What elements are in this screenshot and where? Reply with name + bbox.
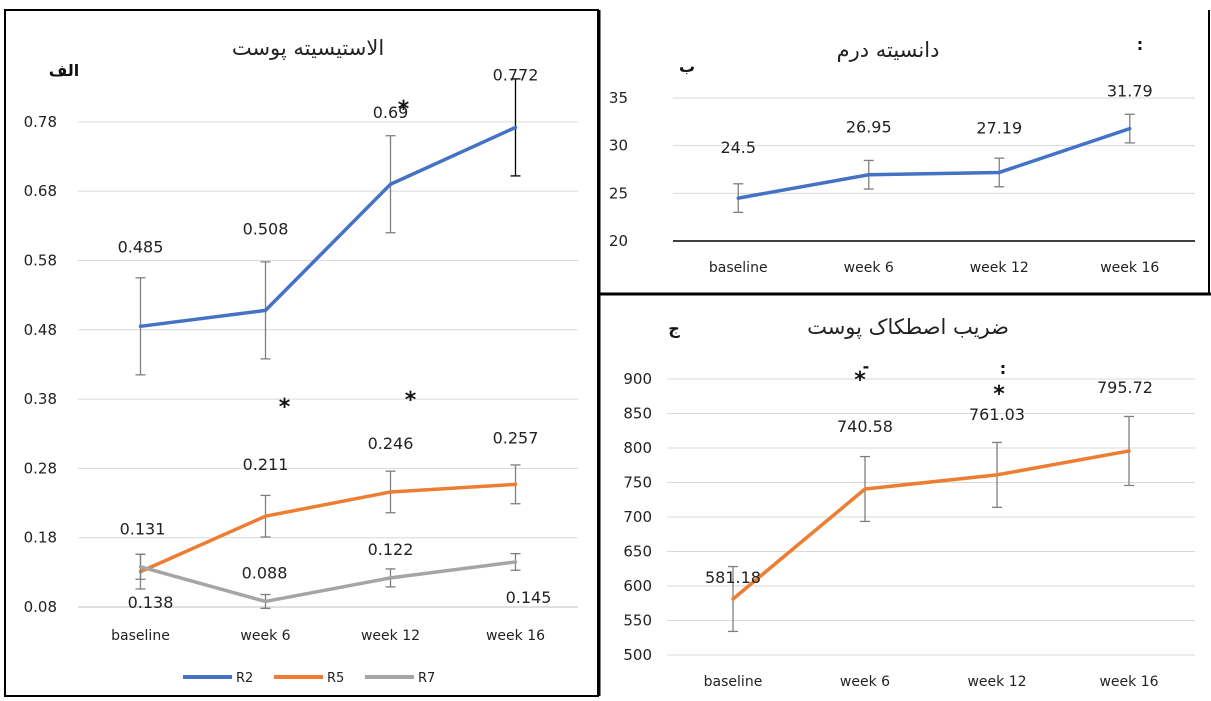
panel-a-title: الاستیسیته پوست — [232, 36, 384, 60]
panel-a-label: الف — [49, 61, 80, 80]
panel-a-data-label: 0.69 — [373, 103, 409, 122]
panel-a-series-1: 0.131 0.211 0.246 0.257 — [120, 428, 539, 590]
panel-c-xtick-label: week 6 — [840, 674, 890, 690]
panel-b-ytick-label: 30 — [609, 137, 628, 155]
panel-a-legend: R2 R5 R7 — [183, 671, 435, 686]
panel-c-data-label: 795.72 — [1097, 378, 1153, 397]
panel-c-ytick-label: 550 — [623, 612, 652, 630]
panel-a-ytick-label: 0.68 — [24, 182, 57, 200]
panel-a-data-label: 0.211 — [243, 455, 289, 474]
panel-a-series-line — [138, 125, 518, 329]
panel-a-data-label: 0.088 — [242, 563, 288, 582]
panel-b-data-label: 26.95 — [846, 118, 892, 137]
panel-b-series-line — [736, 126, 1132, 200]
panel-b-data-label: 31.79 — [1107, 82, 1153, 101]
panel-b-plot: 20 25 30 35 baseline week 6 week 12 week 16 24.5… — [609, 82, 1195, 276]
panel-c-data-label: 761.03 — [969, 405, 1025, 424]
panel-c-data-label: 740.58 — [837, 417, 893, 436]
panel-b-ytick-label: 25 — [609, 184, 628, 202]
panel-c-ytick-label: 650 — [623, 543, 652, 561]
panel-b-data-label: 27.19 — [976, 118, 1022, 137]
panel-a-plot: 0.08 0.18 0.28 0.38 0.48 0.58 0.68 0.78 baseline… — [24, 65, 578, 644]
panel-c-xtick-label: week 16 — [1099, 674, 1158, 690]
panel-a-significance-star: * — [279, 395, 291, 420]
panel-c-ytick-label: 900 — [623, 370, 652, 388]
panel-a-data-label: 0.138 — [128, 593, 174, 612]
panel-a-significance-star: * — [398, 97, 410, 122]
panel-a-data-label: 0.122 — [368, 540, 414, 559]
panel-c-ytick-label: 500 — [623, 646, 652, 664]
panel-c-ytick-label: 600 — [623, 577, 652, 595]
panel-b-xtick-label: week 6 — [844, 260, 894, 276]
panel-b-xtick-label: week 12 — [970, 260, 1029, 276]
panel-a-xtick-label: baseline — [111, 628, 170, 644]
panel-c-series-0: 581.18 740.58 761.03 795.72 — [705, 378, 1153, 633]
panel-b-data-label: 24.5 — [720, 138, 756, 157]
panel-a-xtick-label: week 12 — [361, 628, 420, 644]
panel-c-ytick-label: 800 — [623, 439, 652, 457]
legend-label-r2: R2 — [236, 671, 253, 686]
panel-b-xtick-label: baseline — [709, 260, 768, 276]
panel-a-ytick-label: 0.08 — [24, 598, 57, 616]
panel-a-data-label: 0.131 — [120, 520, 166, 539]
panel-a-ytick-label: 0.28 — [24, 459, 57, 477]
panel-b-series-0: 24.5 26.95 27.19 31.79 — [720, 82, 1153, 214]
panel-b-ytick-label: 35 — [609, 89, 628, 107]
panel-b-title: دانسیته درم — [837, 38, 940, 62]
panel-c-title: ضریب اصطکاک پوست — [807, 315, 1009, 339]
panel-c-significance-star: * — [854, 368, 866, 393]
panel-a-data-label: 0.257 — [493, 428, 539, 447]
panel-a-data-label: 0.246 — [368, 434, 414, 453]
panel-c-minor-mark-2: - — [863, 357, 870, 376]
panel-b-label: ب — [679, 57, 695, 76]
panel-a-xtick-label: week 16 — [486, 628, 545, 644]
panel-a-xtick-label: week 6 — [240, 628, 290, 644]
panel-b-corner-mark: : — [1137, 35, 1143, 54]
panel-c-xtick-label: week 12 — [967, 674, 1026, 690]
panel-a-series-2: 0.138 0.088 0.122 0.145 — [128, 540, 552, 612]
panel-a-data-label: 0.145 — [506, 588, 552, 607]
panel-a-data-label: 0.485 — [118, 237, 164, 256]
panel-a-series-line — [138, 482, 518, 574]
panel-c-ytick-label: 700 — [623, 508, 652, 526]
panel-c-ytick-label: 850 — [623, 405, 652, 423]
panel-c-ytick-label: 750 — [623, 474, 652, 492]
panel-c-plot: 500 550 600 650 700 750 800 850 900 baseline week … — [623, 368, 1195, 690]
legend-label-r5: R5 — [327, 671, 344, 686]
panel-a-data-label: 0.508 — [243, 219, 289, 238]
panel-c-series-line — [731, 449, 1131, 601]
panel-a-ytick-label: 0.18 — [24, 529, 57, 547]
panel-a-ytick-label: 0.38 — [24, 390, 57, 408]
panel-a-significance-star: * — [405, 388, 417, 413]
panel-b-ytick-label: 20 — [609, 232, 628, 250]
panel-c-minor-mark-1: : — [1000, 359, 1006, 378]
panel-c-xtick-label: baseline — [704, 674, 763, 690]
panel-a-data-label: 0.772 — [493, 65, 539, 84]
panel-a-series-0: 0.485 0.508 0.69 0.772 — [118, 65, 539, 376]
panel-c-significance-star: * — [993, 382, 1005, 407]
legend-label-r7: R7 — [418, 671, 435, 686]
panel-c-data-label: 581.18 — [705, 568, 761, 587]
panel-a-ytick-label: 0.48 — [24, 321, 57, 339]
panel-a-series-line — [138, 560, 518, 604]
panel-c-label: ج — [668, 319, 680, 338]
panel-a-ytick-label: 0.58 — [24, 251, 57, 269]
panel-a-ytick-label: 0.78 — [24, 113, 57, 131]
panel-b-xtick-label: week 16 — [1100, 260, 1159, 276]
